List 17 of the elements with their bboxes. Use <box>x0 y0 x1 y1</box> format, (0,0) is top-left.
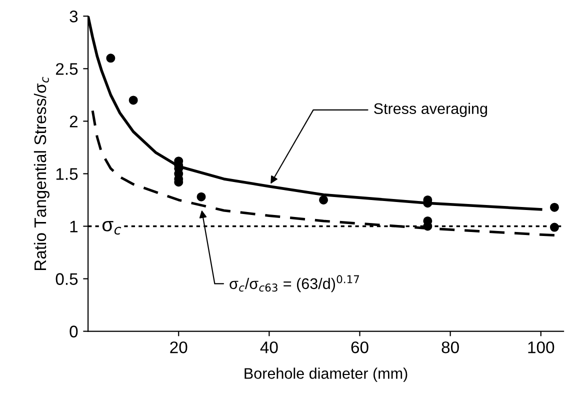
y-axis-title: Ratio Tangential Stress/σ$_{c}$ <box>34 76 50 270</box>
x-tick-label: 80 <box>442 341 459 354</box>
x-tick-label: 20 <box>170 341 188 354</box>
x-tick-label: 40 <box>260 341 278 354</box>
y-tick-label: 1.5 <box>56 168 78 180</box>
x-tick-label: 60 <box>351 341 368 354</box>
y-tick-label: 0.5 <box>56 273 78 285</box>
y-tick-label: 2 <box>70 116 78 128</box>
y-tick-label: 2.5 <box>56 63 78 75</box>
annotation: σ$_{c}$/σ$_{c63}$ = (63/d)$^{0.17}$ <box>230 275 359 292</box>
ref-line-label: σ$_{c}$ <box>102 220 122 235</box>
y-tick-label: 0 <box>70 326 78 338</box>
x-tick-label: 100 <box>528 341 554 354</box>
annotation: Stress averaging <box>374 102 488 118</box>
x-axis-title: Borehole diameter (mm) <box>244 368 408 382</box>
y-tick-label: 3 <box>70 10 78 22</box>
y-tick-label: 1 <box>70 220 78 232</box>
